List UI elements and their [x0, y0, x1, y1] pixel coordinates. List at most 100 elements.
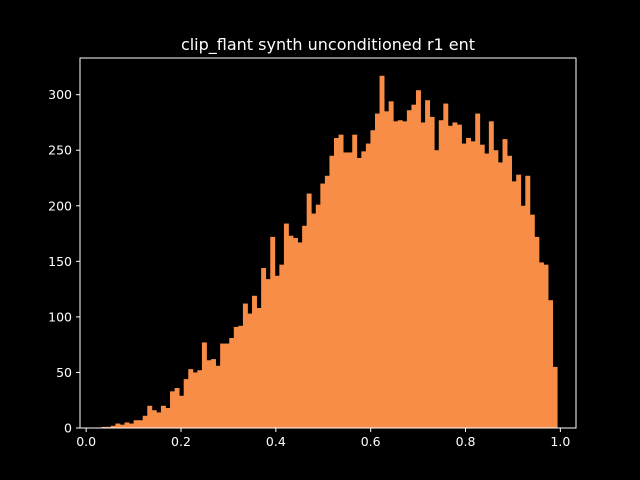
histogram-bar — [356, 158, 362, 428]
histogram-bar — [224, 343, 230, 428]
histogram-bar — [520, 205, 526, 428]
histogram-bar — [361, 151, 367, 428]
histogram-bar — [493, 150, 499, 428]
histogram-bar — [406, 110, 412, 428]
histogram-bar — [133, 420, 139, 428]
y-tick-label: 50 — [56, 365, 72, 380]
histogram-bar — [160, 405, 166, 428]
histogram-bar — [415, 90, 421, 428]
histogram-bar — [106, 426, 112, 428]
histogram-bar — [497, 162, 503, 428]
x-tick-label: 1.0 — [550, 434, 570, 449]
y-tick-label: 250 — [48, 143, 72, 158]
histogram-bar — [261, 268, 267, 428]
histogram-bar — [507, 155, 513, 428]
histogram-bar — [420, 122, 426, 428]
histogram-bar — [452, 122, 458, 428]
histogram-bar — [552, 366, 558, 428]
histogram-bar — [529, 214, 535, 428]
histogram-bar — [484, 153, 490, 428]
histogram-bar — [438, 120, 444, 428]
histogram-bar — [525, 175, 531, 428]
histogram-bars — [101, 75, 558, 429]
histogram-bar — [434, 150, 440, 428]
histogram-bar — [142, 415, 148, 428]
histogram-bar — [165, 408, 171, 428]
histogram-bar — [211, 359, 216, 428]
histogram-bar — [343, 152, 349, 428]
histogram-bar — [475, 113, 481, 428]
histogram-bar — [265, 279, 271, 428]
histogram-bar — [297, 242, 303, 428]
chart-title: clip_flant synth unconditioned r1 ent — [181, 35, 475, 55]
histogram-bar — [229, 338, 235, 428]
histogram-bar — [174, 388, 180, 428]
histogram-bar — [516, 174, 522, 428]
histogram-bar — [320, 183, 326, 428]
histogram-bar — [338, 134, 344, 429]
histogram-bar — [183, 379, 189, 428]
histogram-bar — [252, 295, 257, 428]
histogram-bar — [129, 423, 134, 428]
histogram-bar — [347, 152, 353, 428]
histogram-bar — [461, 143, 467, 428]
histogram-bar — [365, 143, 371, 428]
histogram-bar — [374, 113, 380, 428]
histogram-bar — [311, 213, 317, 428]
histogram-bar — [147, 405, 153, 428]
histogram-bar — [538, 262, 544, 428]
histogram-bar — [370, 130, 376, 428]
histogram-bar — [288, 235, 294, 428]
histogram-bar — [279, 264, 285, 428]
x-tick-label: 0.6 — [361, 434, 381, 449]
y-tick-label: 300 — [48, 87, 72, 102]
histogram-bar — [402, 121, 408, 428]
x-tick-label: 0.2 — [171, 434, 191, 449]
histogram-bar — [488, 121, 494, 428]
y-tick-label: 100 — [48, 309, 72, 324]
histogram-bar — [384, 111, 390, 428]
x-axis: 0.0 0.2 0.4 0.6 0.8 1.0 — [76, 428, 570, 449]
y-tick-label: 0 — [64, 421, 72, 436]
histogram-bar — [156, 412, 162, 428]
histogram-bar — [334, 138, 339, 428]
histogram-bar — [306, 193, 312, 428]
histogram-bar — [197, 370, 203, 428]
histogram-bar — [110, 425, 116, 428]
histogram-bar — [188, 369, 194, 428]
histogram-bar — [429, 116, 435, 428]
histogram-bar — [534, 236, 540, 428]
histogram-bar — [302, 225, 308, 428]
histogram-bar — [411, 104, 417, 429]
histogram-bar — [283, 223, 289, 428]
histogram-bar — [479, 144, 485, 429]
histogram-bar — [274, 275, 280, 428]
histogram-bar — [502, 139, 508, 429]
histogram-bar — [352, 134, 358, 429]
histogram-bar — [466, 138, 472, 428]
histogram-bar — [256, 308, 262, 428]
histogram-bar — [170, 391, 175, 428]
histogram-bar — [388, 101, 394, 428]
x-tick-label: 0.0 — [76, 434, 96, 449]
histogram-bar — [206, 360, 212, 428]
histogram-bar — [511, 181, 517, 428]
histogram-bar — [447, 125, 453, 428]
histogram-bar — [443, 103, 449, 428]
histogram-bar — [470, 141, 476, 428]
histogram-bar — [220, 343, 226, 428]
histogram-bar — [201, 342, 207, 428]
histogram-bar — [543, 264, 549, 428]
histogram-bar — [233, 326, 239, 428]
histogram-bar — [270, 236, 276, 428]
histogram-bar — [293, 238, 298, 428]
histogram-bar — [215, 365, 221, 428]
y-tick-label: 150 — [48, 254, 72, 269]
histogram-bar — [456, 124, 462, 429]
x-tick-label: 0.8 — [456, 434, 476, 449]
histogram-bar — [393, 121, 399, 428]
histogram-bar — [242, 303, 248, 428]
y-tick-label: 200 — [48, 198, 72, 213]
histogram-bar — [238, 325, 244, 428]
